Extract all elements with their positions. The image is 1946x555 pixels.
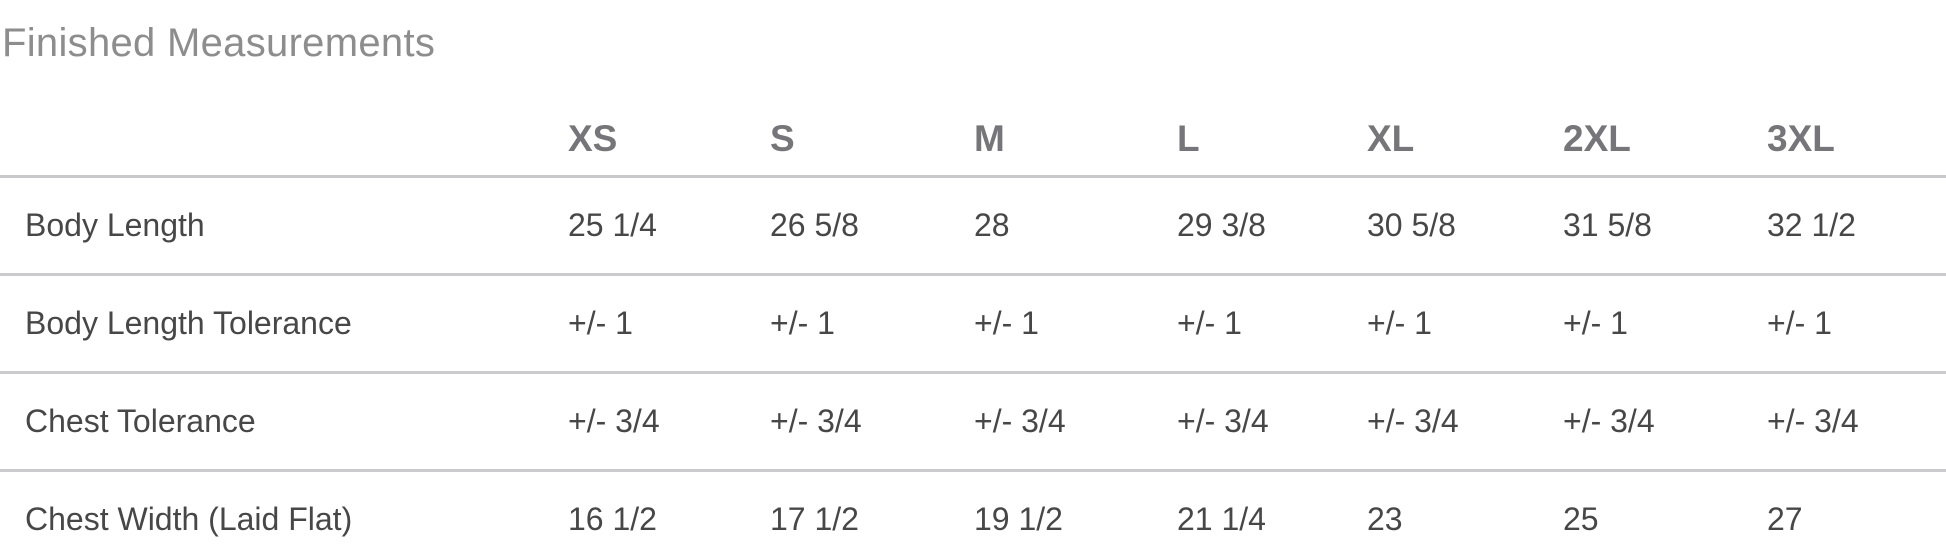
- measurements-table: XS S M L XL 2XL 3XL Body Length 25 1/4 2…: [0, 66, 1946, 555]
- col-header-3xl: 3XL: [1767, 66, 1946, 178]
- cell-chest-width-xl: 23: [1367, 501, 1403, 537]
- cell-body-length-s: 26 5/8: [770, 176, 974, 276]
- section-title: Finished Measurements: [2, 21, 436, 65]
- cell-body-length-m: 28: [974, 176, 1177, 276]
- cell-chest-tolerance-l: +/- 3/4: [1177, 372, 1367, 472]
- cell-body-length-xs: 25 1/4: [568, 176, 770, 276]
- cell-chest-tolerance-3xl: +/- 3/4: [1767, 372, 1946, 472]
- row-label: Chest Tolerance: [0, 372, 568, 472]
- cell-chest-width-xs: 16 1/2: [568, 501, 657, 537]
- cell-chest-tolerance-xs: +/- 3/4: [568, 372, 770, 472]
- row-label: Body Length Tolerance: [0, 274, 568, 374]
- table-row-body-length-tolerance: Body Length Tolerance +/- 1 +/- 1 +/- 1 …: [0, 274, 1946, 374]
- cell-chest-width-3xl: 27: [1767, 501, 1803, 537]
- cell-chest-tolerance-xl: +/- 3/4: [1367, 372, 1563, 472]
- cell-chest-width-s: 17 1/2: [770, 501, 859, 537]
- header-row: XS S M L XL 2XL 3XL: [0, 66, 1946, 178]
- finished-measurements-section: Finished Measurements XS S M L XL 2XL 3X…: [0, 20, 1946, 555]
- cell-body-length-tolerance-l: +/- 1: [1177, 274, 1367, 374]
- cell-body-length-2xl: 31 5/8: [1563, 176, 1767, 276]
- cell-body-length-tolerance-s: +/- 1: [770, 274, 974, 374]
- cell-body-length-tolerance-m: +/- 1: [974, 274, 1177, 374]
- cell-body-length-tolerance-2xl: +/- 1: [1563, 274, 1767, 374]
- cell-body-length-tolerance-xl: +/- 1: [1367, 274, 1563, 374]
- cell-chest-width-l: 21 1/4: [1177, 501, 1266, 537]
- col-header-m: M: [974, 66, 1177, 178]
- cell-body-length-l: 29 3/8: [1177, 176, 1367, 276]
- cell-body-length-tolerance-xs: +/- 1: [568, 274, 770, 374]
- col-header-xs: XS: [568, 66, 770, 178]
- cell-body-length-xl: 30 5/8: [1367, 176, 1563, 276]
- table-row-chest-width: Chest Width (Laid Flat) 16 1/2 17 1/2 19…: [0, 471, 1946, 555]
- cell-chest-width-m: 19 1/2: [974, 501, 1063, 537]
- cell-chest-tolerance-s: +/- 3/4: [770, 372, 974, 472]
- cell-chest-width-2xl: 25: [1563, 501, 1599, 537]
- col-header-l: L: [1177, 66, 1367, 178]
- row-label: Chest Width (Laid Flat): [25, 501, 353, 537]
- row-label: Body Length: [0, 176, 568, 276]
- cell-body-length-3xl: 32 1/2: [1767, 176, 1946, 276]
- cell-body-length-tolerance-3xl: +/- 1: [1767, 274, 1946, 374]
- table-row-chest-tolerance: Chest Tolerance +/- 3/4 +/- 3/4 +/- 3/4 …: [0, 372, 1946, 472]
- col-header-s: S: [770, 66, 974, 178]
- col-header-2xl: 2XL: [1563, 66, 1767, 178]
- cell-chest-tolerance-2xl: +/- 3/4: [1563, 372, 1767, 472]
- cell-chest-tolerance-m: +/- 3/4: [974, 372, 1177, 472]
- table-row-body-length: Body Length 25 1/4 26 5/8 28 29 3/8 30 5…: [0, 176, 1946, 276]
- corner-cell: [0, 66, 568, 178]
- col-header-xl: XL: [1367, 66, 1563, 178]
